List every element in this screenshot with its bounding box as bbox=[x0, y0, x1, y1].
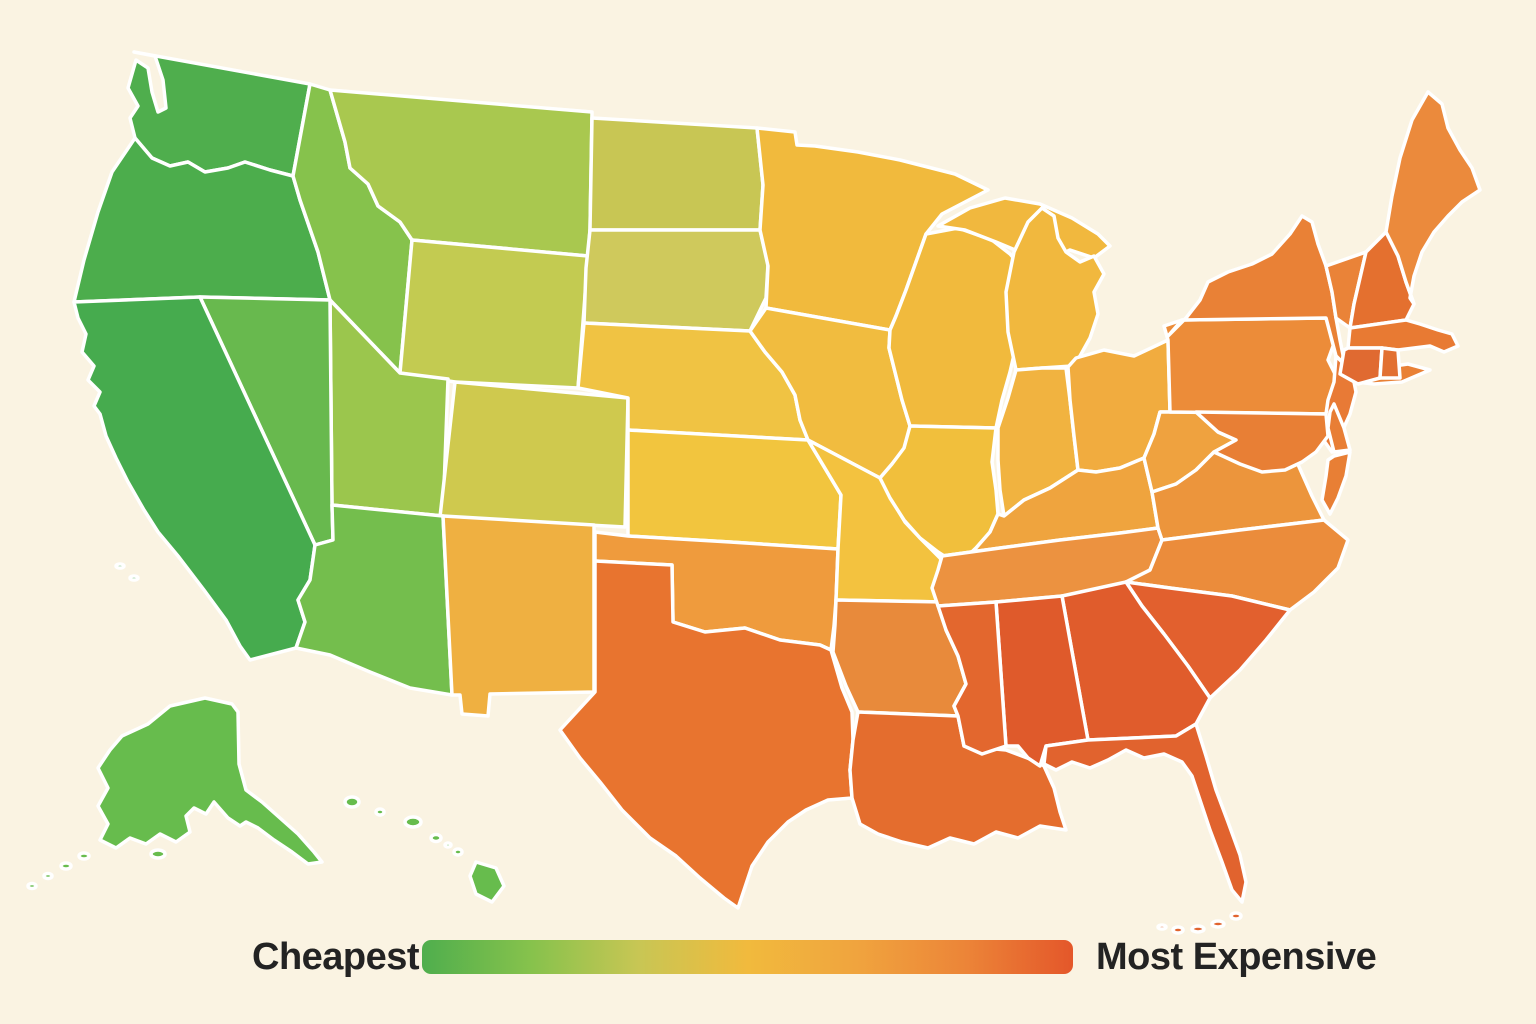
state-delaware bbox=[1326, 402, 1352, 454]
state-north-dakota bbox=[588, 116, 765, 232]
state-alaska bbox=[96, 696, 324, 866]
state-pennsylvania bbox=[1162, 316, 1342, 416]
channel-islands bbox=[114, 562, 140, 582]
state-louisiana bbox=[848, 710, 1068, 850]
state-rhode-island bbox=[1378, 346, 1402, 380]
state-connecticut bbox=[1338, 346, 1384, 386]
state-maryland bbox=[1194, 410, 1330, 474]
state-maryland-eastern-shore bbox=[1320, 450, 1352, 516]
legend-most-expensive-label: Most Expensive bbox=[1096, 936, 1377, 978]
legend-gradient-bar bbox=[422, 940, 1073, 974]
state-colorado bbox=[438, 380, 630, 529]
state-north-carolina bbox=[1124, 518, 1350, 612]
state-kansas bbox=[626, 428, 843, 551]
florida-keys bbox=[1156, 911, 1243, 935]
state-texas bbox=[558, 559, 855, 910]
state-washington bbox=[126, 50, 312, 178]
state-alabama bbox=[994, 594, 1090, 768]
state-new-mexico bbox=[441, 514, 596, 718]
state-wyoming bbox=[398, 238, 590, 390]
state-maine bbox=[1384, 90, 1482, 306]
state-south-dakota bbox=[582, 228, 770, 333]
hawaiian-islands bbox=[343, 795, 506, 904]
state-mississippi bbox=[936, 600, 1008, 756]
state-florida bbox=[1042, 722, 1248, 904]
states-layer bbox=[26, 50, 1482, 935]
aleutian-islands bbox=[26, 848, 167, 891]
legend-cheapest-label: Cheapest bbox=[252, 936, 420, 978]
